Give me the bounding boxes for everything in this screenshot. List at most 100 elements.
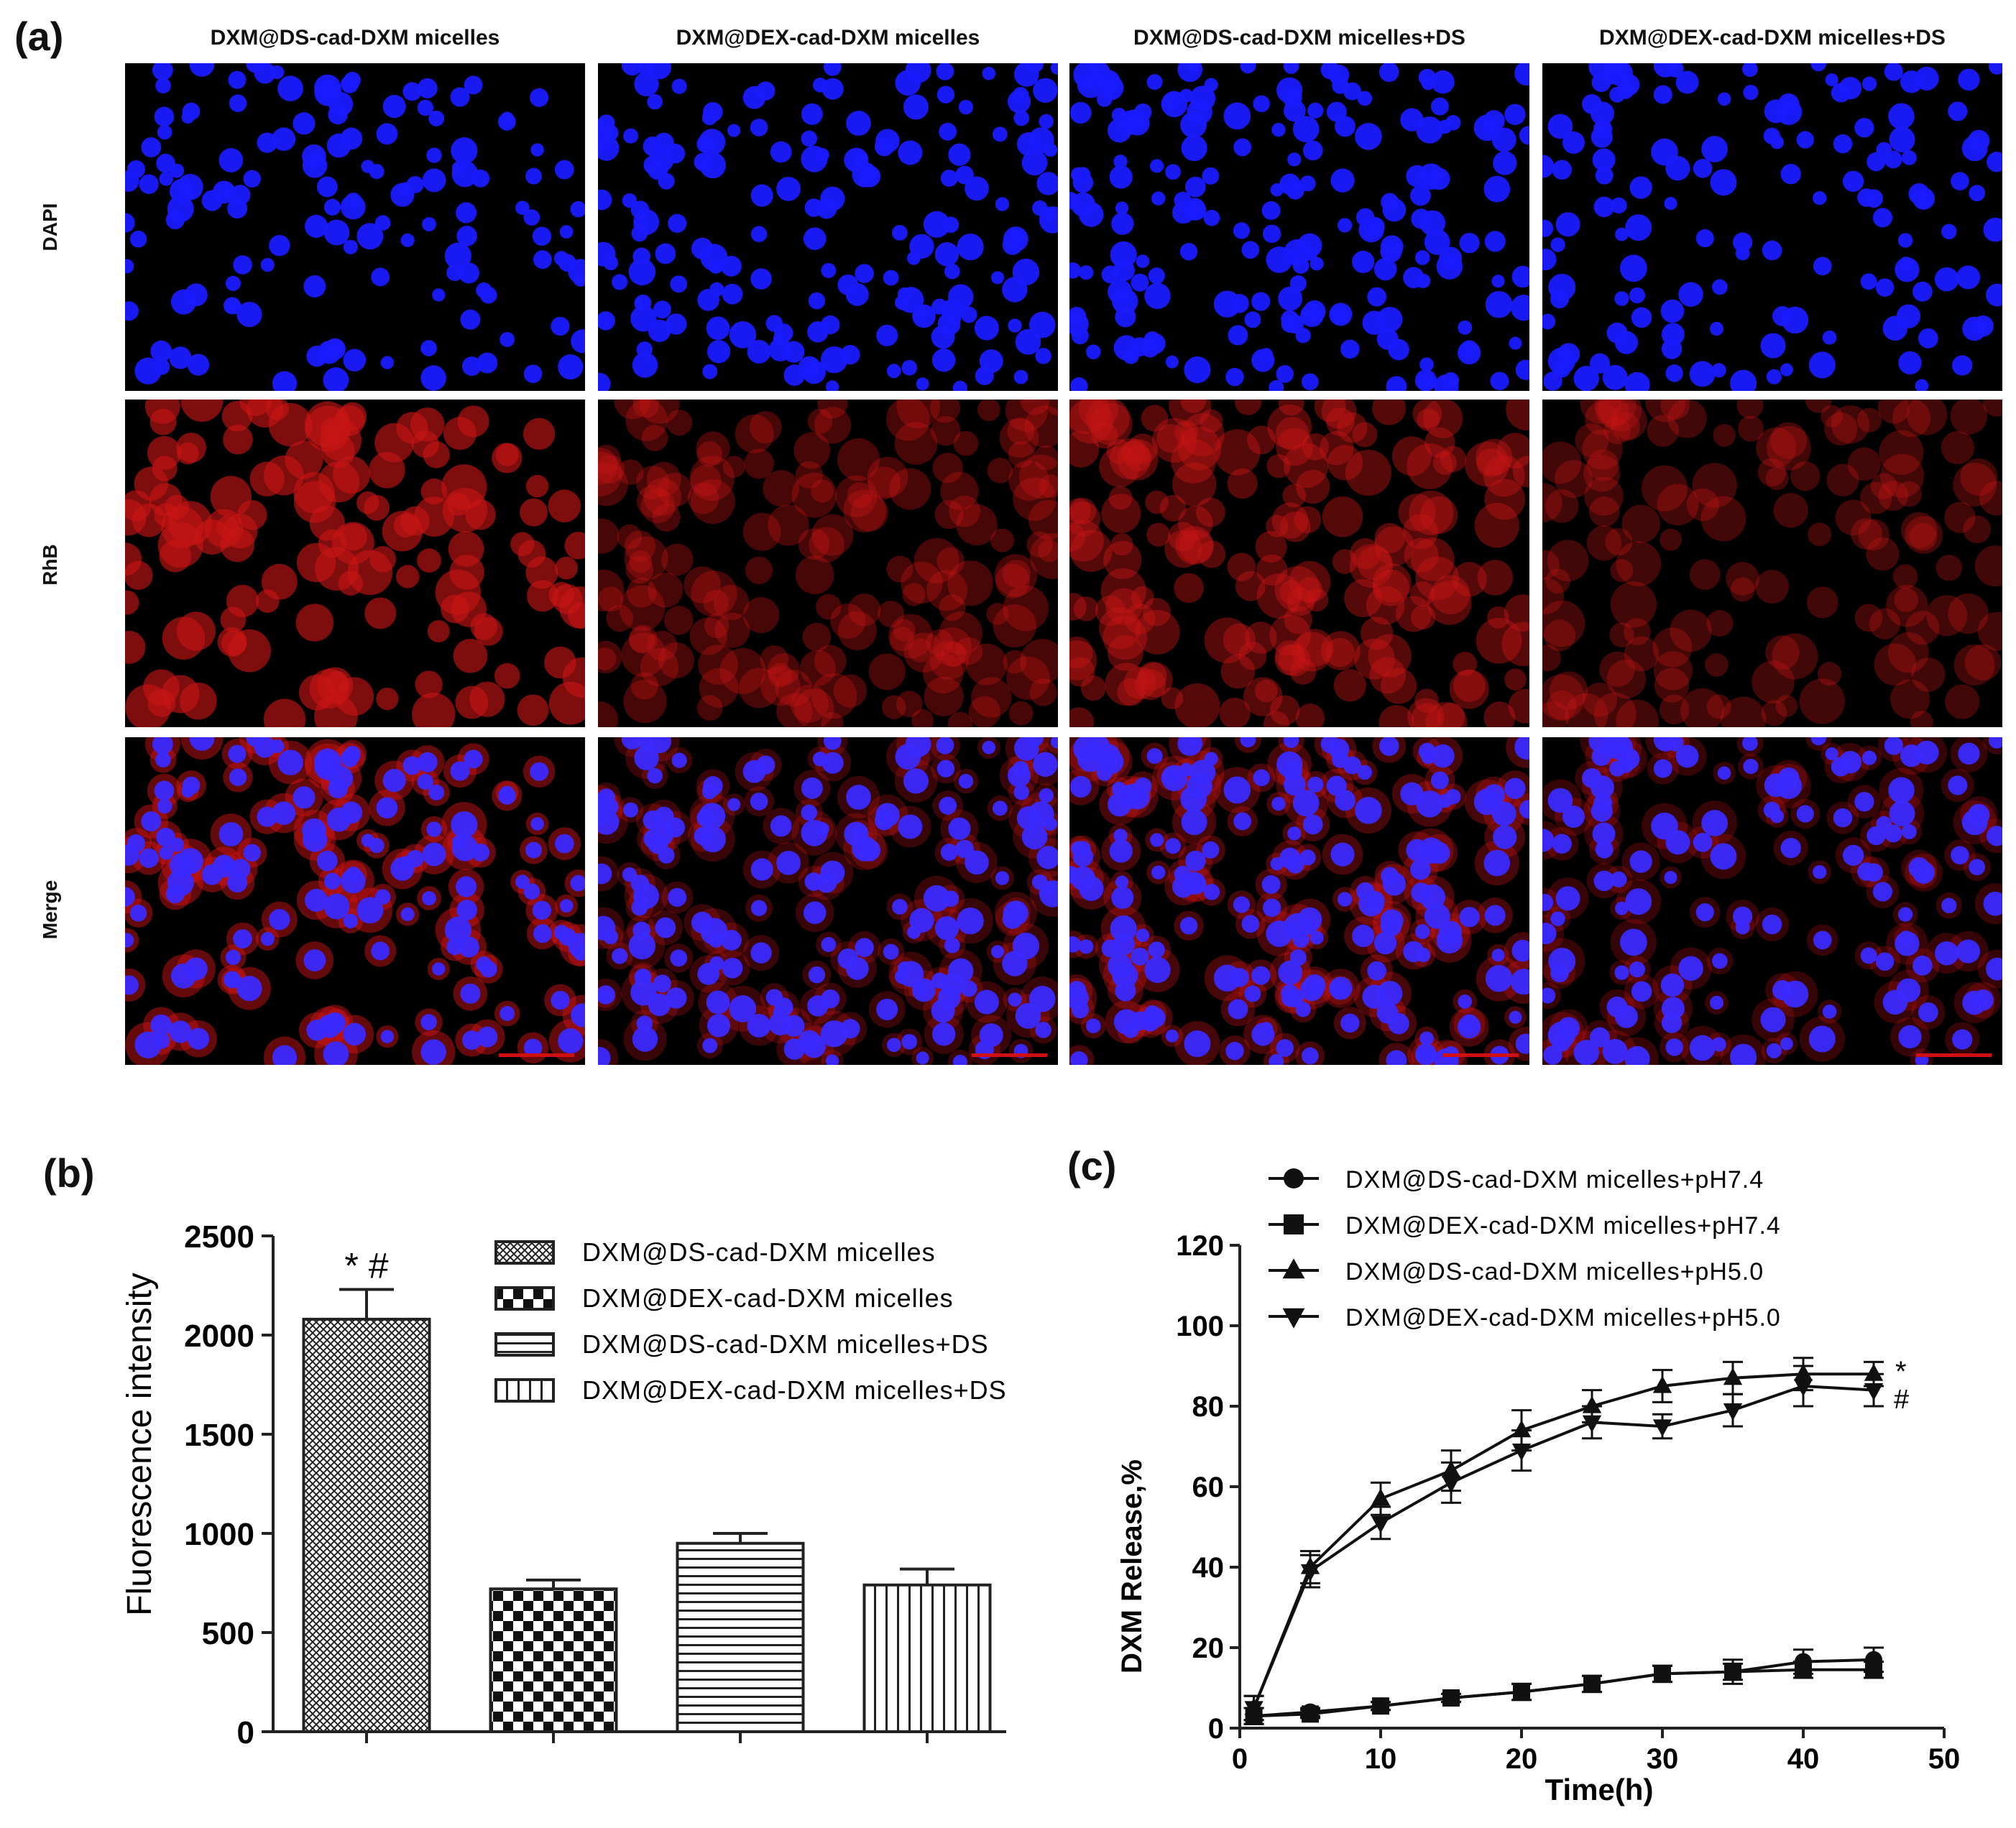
point-s3-9 xyxy=(1864,1363,1884,1381)
scale-bar-4 xyxy=(1916,1053,1992,1057)
y-axis-label-b: Fluorescence intensity xyxy=(121,1273,159,1616)
y-tick-label-b-2: 1000 xyxy=(184,1517,254,1552)
point-s2-4 xyxy=(1513,1683,1530,1701)
legend-label-c-4: DXM@DEX-cad-DXM micelles+pH5.0 xyxy=(1345,1304,1781,1331)
row-label-dapi: DAPI xyxy=(39,203,61,251)
point-s4-5 xyxy=(1582,1415,1602,1433)
x-tick-label-c-1: 10 xyxy=(1365,1743,1397,1775)
bar-3 xyxy=(676,1541,805,1733)
point-s2-6 xyxy=(1654,1665,1671,1683)
y-tick-label-c-6: 120 xyxy=(1176,1230,1224,1262)
micrograph-dapi-4 xyxy=(1542,63,2002,391)
column-title-4: DXM@DEX-cad-DXM micelles+DS xyxy=(1599,26,1946,50)
bar-4 xyxy=(862,1583,992,1734)
series-line-4 xyxy=(1252,1384,1874,1709)
column-title-3: DXM@DS-cad-DXM micelles+DS xyxy=(1133,26,1465,50)
y-tick-label-c-2: 40 xyxy=(1192,1552,1225,1584)
scale-bar-3 xyxy=(1443,1053,1519,1057)
micrograph-dapi-1 xyxy=(125,63,585,391)
x-tick-label-c-0: 0 xyxy=(1232,1743,1248,1775)
legend-marker-c-3 xyxy=(1282,1258,1305,1279)
end-annotation-star: * xyxy=(1895,1356,1907,1388)
y-tick-label-b-3: 1500 xyxy=(184,1418,254,1453)
point-s3-7 xyxy=(1723,1367,1743,1385)
line-chart: 0 20 40 60 80 100 120 0 10 20 30 40 50 *# DXM Release… xyxy=(1116,1166,1961,1806)
scale-bar-1 xyxy=(499,1053,574,1057)
legend-label-c-1: DXM@DS-cad-DXM micelles+pH7.4 xyxy=(1345,1166,1764,1194)
row-label-merge: Merge xyxy=(39,880,61,940)
legend-swatch-b-2 xyxy=(494,1286,555,1311)
point-s3-4 xyxy=(1511,1420,1532,1438)
y-tick-label-b-0: 0 xyxy=(237,1715,254,1750)
micrograph-merge-1 xyxy=(125,737,585,1065)
point-s4-0 xyxy=(1244,1701,1264,1719)
series-line-2 xyxy=(1253,1668,1874,1718)
x-tick-label-c-4: 40 xyxy=(1787,1743,1820,1775)
bar-chart: 0 500 1000 1500 2000 2500 * # Fluorescence int… xyxy=(121,1219,1006,1750)
point-s3-5 xyxy=(1582,1395,1602,1413)
point-s2-1 xyxy=(1302,1705,1319,1723)
point-s3-6 xyxy=(1652,1375,1672,1393)
row-label-rhb: RhB xyxy=(39,544,61,586)
legend-label-c-3: DXM@DS-cad-DXM micelles+pH5.0 xyxy=(1345,1258,1764,1285)
point-s4-3 xyxy=(1441,1475,1461,1493)
point-s4-6 xyxy=(1652,1419,1672,1437)
micrograph-merge-3 xyxy=(1069,737,1529,1065)
legend-swatch-b-1 xyxy=(494,1240,555,1265)
micrograph-rhb-2 xyxy=(598,400,1058,727)
micrograph-dapi-2 xyxy=(598,63,1058,391)
legend-marker-c-2 xyxy=(1284,1214,1304,1234)
point-s2-9 xyxy=(1865,1661,1882,1679)
x-axis-label-c: Time(h) xyxy=(1545,1773,1654,1806)
point-s2-2 xyxy=(1372,1697,1389,1715)
legend-label-b-2: DXM@DEX-cad-DXM micelles xyxy=(582,1283,954,1313)
legend-label-b-3: DXM@DS-cad-DXM micelles+DS xyxy=(582,1329,989,1359)
point-s4-2 xyxy=(1371,1515,1391,1533)
legend-marker-c-1 xyxy=(1284,1168,1304,1188)
point-s2-7 xyxy=(1724,1663,1741,1681)
panel-a-letter: (a) xyxy=(14,14,64,59)
micrograph-merge-2 xyxy=(598,737,1058,1065)
point-s2-8 xyxy=(1795,1661,1812,1679)
x-tick-label-c-2: 20 xyxy=(1506,1743,1538,1775)
panel-c-letter: (c) xyxy=(1067,1143,1117,1188)
y-tick-label-b-5: 2500 xyxy=(184,1219,254,1255)
scale-bar-2 xyxy=(972,1053,1047,1057)
x-tick-label-c-3: 30 xyxy=(1647,1743,1679,1775)
legend-label-b-1: DXM@DS-cad-DXM micelles xyxy=(582,1237,936,1267)
legend-swatch-b-4 xyxy=(494,1378,555,1403)
point-s2-3 xyxy=(1442,1689,1460,1707)
legend-label-c-2: DXM@DEX-cad-DXM micelles+pH7.4 xyxy=(1345,1212,1781,1240)
y-tick-label-b-1: 500 xyxy=(202,1616,254,1651)
column-title-1: DXM@DS-cad-DXM micelles xyxy=(210,26,500,50)
micrograph-rhb-3 xyxy=(1069,400,1529,727)
y-tick-label-b-4: 2000 xyxy=(184,1319,254,1354)
significance-annotation-b: * # xyxy=(344,1246,388,1286)
micrograph-rhb-4 xyxy=(1542,400,2002,727)
y-tick-label-c-4: 80 xyxy=(1192,1391,1225,1423)
y-axis-label-c: DXM Release,% xyxy=(1116,1459,1148,1674)
x-tick-label-c-5: 50 xyxy=(1928,1743,1961,1775)
y-tick-label-c-3: 60 xyxy=(1192,1472,1225,1503)
y-tick-label-c-0: 0 xyxy=(1208,1713,1224,1745)
y-tick-label-c-1: 20 xyxy=(1192,1633,1225,1664)
series-line-3 xyxy=(1252,1372,1874,1709)
y-tick-label-c-5: 100 xyxy=(1176,1311,1224,1342)
point-s4-1 xyxy=(1300,1564,1320,1582)
column-title-2: DXM@DEX-cad-DXM micelles xyxy=(676,26,980,50)
legend-marker-c-4 xyxy=(1282,1308,1305,1329)
point-s4-7 xyxy=(1723,1403,1743,1421)
point-s4-8 xyxy=(1793,1379,1813,1397)
legend-label-b-4: DXM@DEX-cad-DXM micelles+DS xyxy=(582,1375,1006,1405)
point-s4-4 xyxy=(1511,1444,1532,1461)
bar-2 xyxy=(489,1587,618,1734)
legend-swatch-b-3 xyxy=(494,1332,555,1357)
legend-c: DXM@DS-cad-DXM micelles+pH7.4 DXM@DEX-cad… xyxy=(1269,1166,1781,1331)
end-annotation-hash: # xyxy=(1894,1385,1909,1415)
point-s2-5 xyxy=(1583,1675,1601,1693)
micrograph-dapi-3 xyxy=(1069,63,1529,391)
point-s4-9 xyxy=(1864,1383,1884,1400)
point-s3-2 xyxy=(1371,1488,1391,1506)
micrograph-merge-4 xyxy=(1542,737,2002,1065)
panel-b-letter: (b) xyxy=(43,1150,95,1196)
